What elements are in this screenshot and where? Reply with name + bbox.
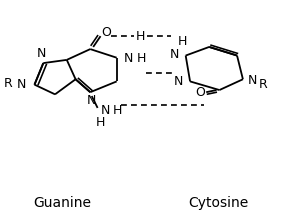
Text: H: H — [112, 104, 122, 117]
Text: N: N — [174, 75, 184, 88]
Text: N: N — [36, 47, 46, 60]
Text: N: N — [247, 74, 257, 87]
Text: Guanine: Guanine — [33, 196, 92, 210]
Text: O: O — [195, 86, 205, 99]
Text: H: H — [136, 52, 146, 65]
Text: R: R — [259, 78, 268, 91]
Text: O: O — [101, 27, 111, 39]
Text: H: H — [136, 30, 146, 43]
Text: R: R — [4, 77, 12, 90]
Text: N: N — [170, 48, 179, 61]
Text: N: N — [16, 78, 26, 91]
Text: Cytosine: Cytosine — [188, 196, 248, 210]
Text: N: N — [87, 94, 96, 107]
Text: N: N — [100, 104, 110, 117]
Text: H: H — [178, 35, 188, 48]
Text: H: H — [96, 116, 105, 129]
Text: N: N — [124, 52, 134, 65]
